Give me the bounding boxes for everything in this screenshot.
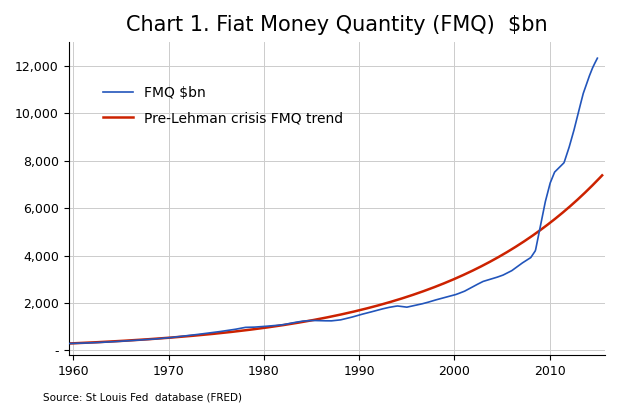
Pre-Lehman crisis FMQ trend	[598, 173, 606, 178]
FMQ $bn	[343, 316, 350, 321]
FMQ $bn	[294, 320, 302, 324]
Line: FMQ $bn: FMQ $bn	[69, 58, 598, 343]
Pre-Lehman crisis FMQ trend	[586, 186, 593, 191]
Text: Source: St Louis Fed  database (FRED): Source: St Louis Fed database (FRED)	[43, 393, 242, 403]
Pre-Lehman crisis FMQ trend	[502, 250, 510, 255]
FMQ $bn	[154, 336, 161, 341]
Pre-Lehman crisis FMQ trend	[383, 301, 390, 306]
FMQ $bn	[594, 56, 601, 61]
FMQ $bn	[135, 338, 143, 343]
Pre-Lehman crisis FMQ trend	[65, 341, 73, 346]
Line: Pre-Lehman crisis FMQ trend: Pre-Lehman crisis FMQ trend	[69, 175, 602, 343]
Title: Chart 1. Fiat Money Quantity (FMQ)  $bn: Chart 1. Fiat Money Quantity (FMQ) $bn	[126, 15, 547, 35]
Pre-Lehman crisis FMQ trend	[318, 316, 326, 321]
FMQ $bn	[243, 325, 250, 330]
FMQ $bn	[65, 341, 73, 346]
Pre-Lehman crisis FMQ trend	[322, 315, 329, 320]
Pre-Lehman crisis FMQ trend	[353, 308, 361, 313]
FMQ $bn	[354, 313, 361, 318]
Legend: FMQ $bn, Pre-Lehman crisis FMQ trend: FMQ $bn, Pre-Lehman crisis FMQ trend	[97, 80, 349, 130]
